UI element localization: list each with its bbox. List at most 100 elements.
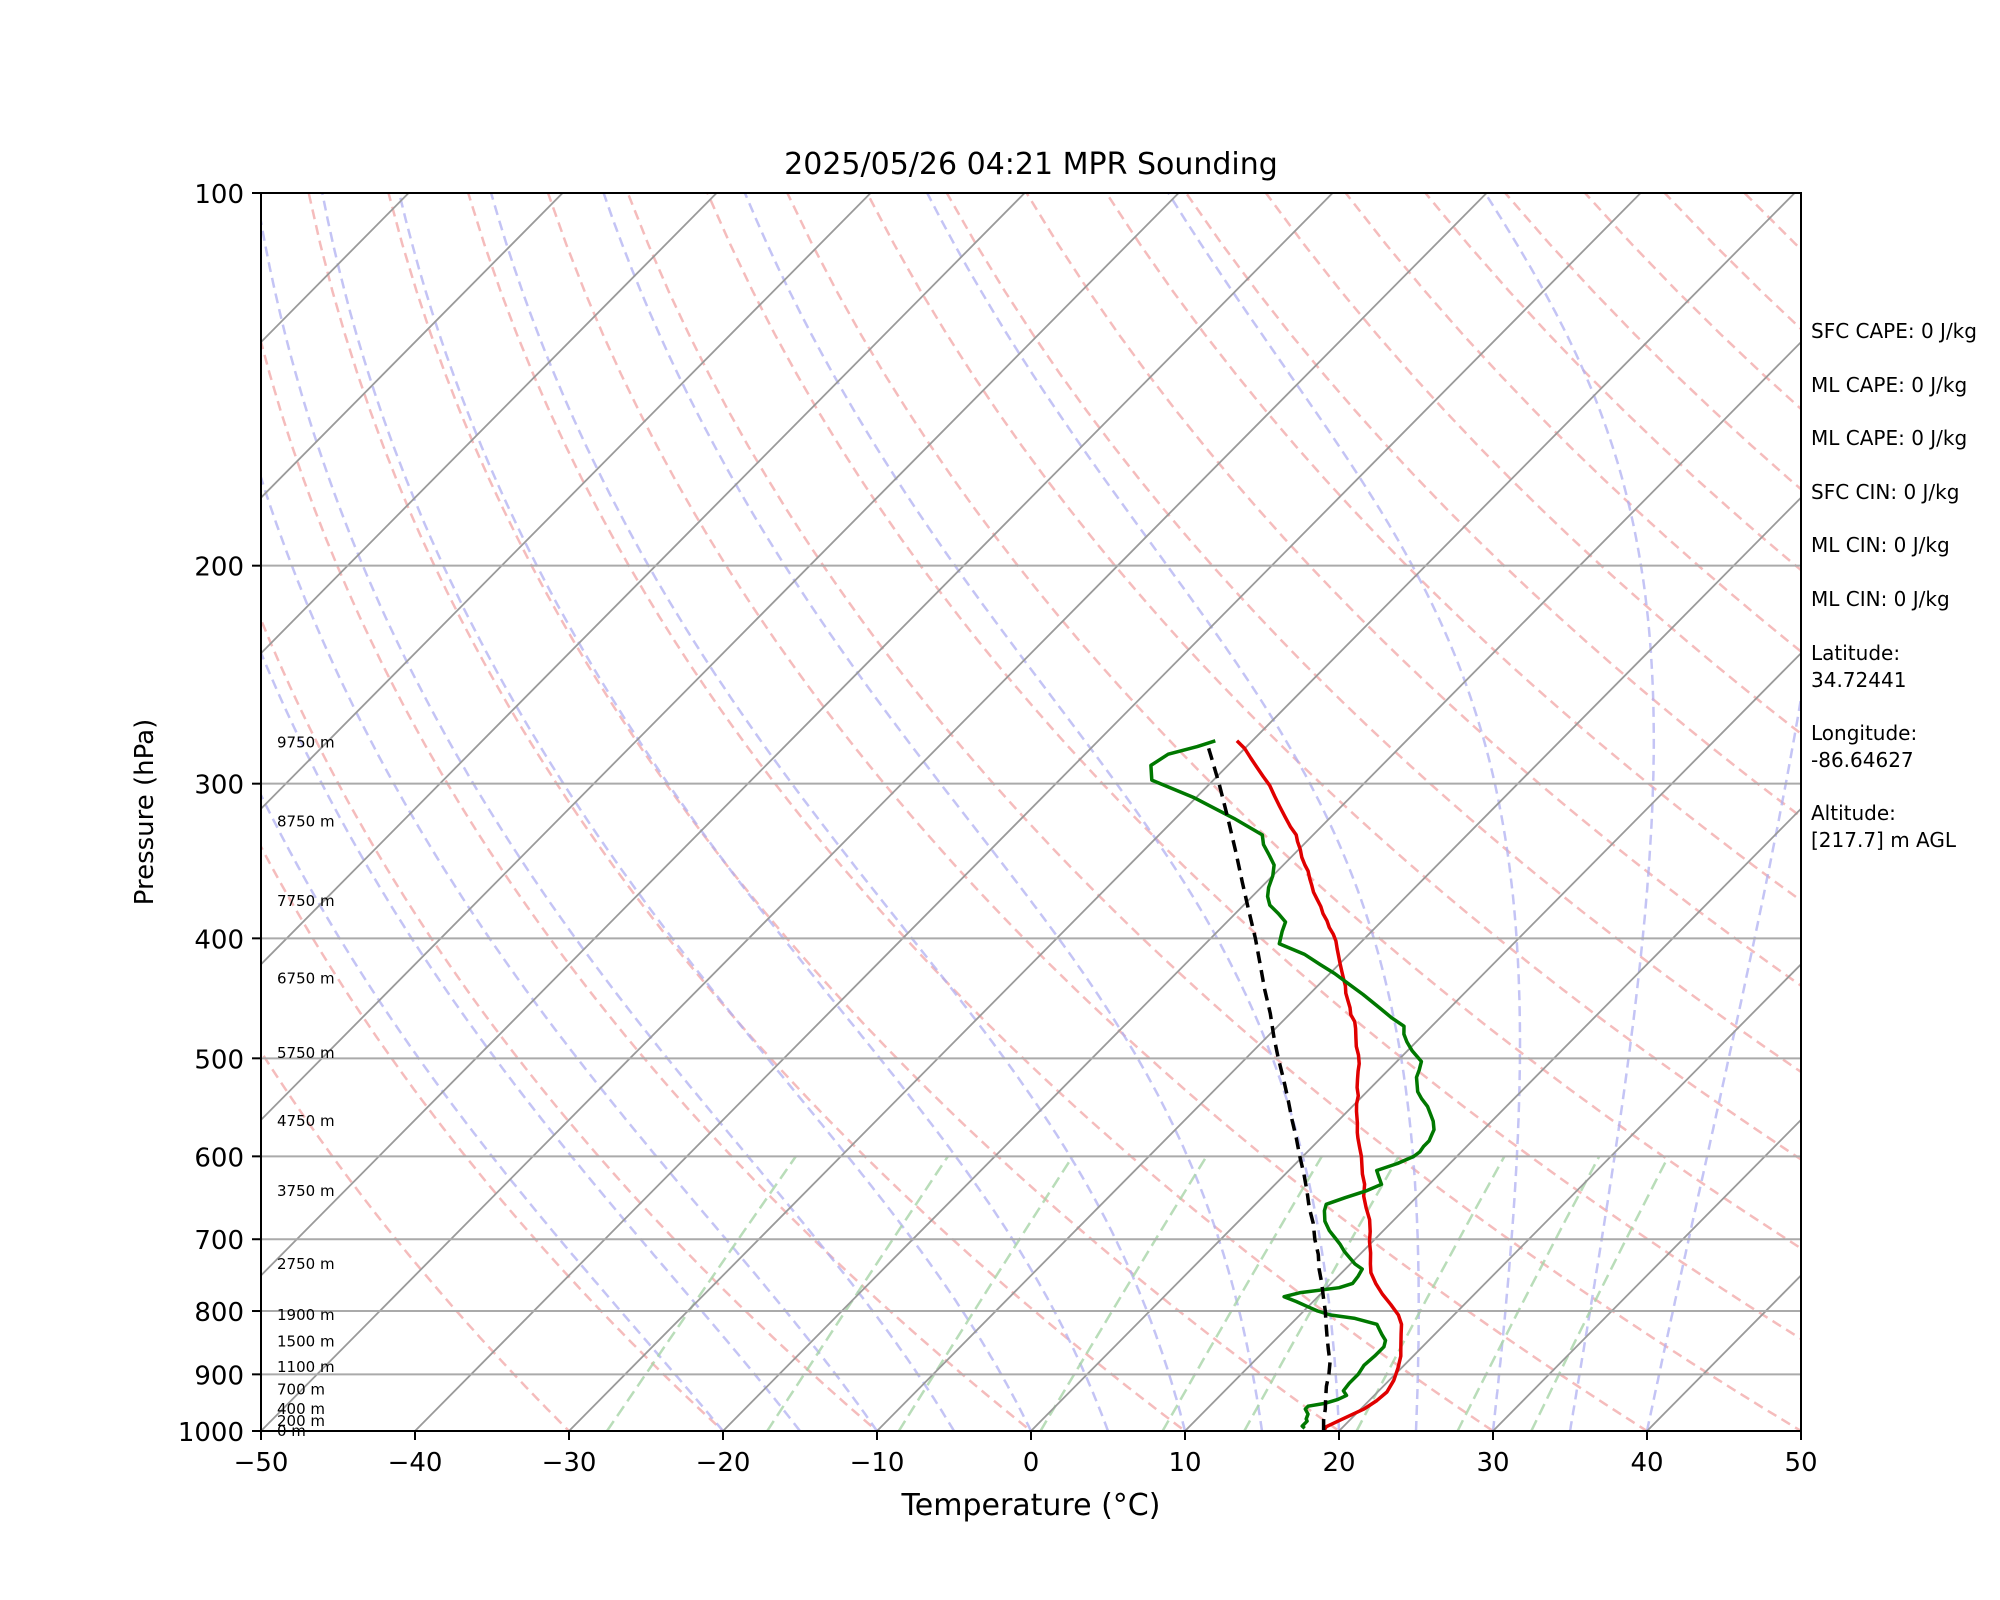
mixing-ratio-line (1039, 1155, 1208, 1431)
isotherm (261, 193, 1180, 1122)
dry-adiabat (865, 193, 1801, 1161)
y-tick-label: 200 (194, 553, 244, 583)
isotherm (1184, 807, 1801, 1431)
sfc-cin-readout: SFC CIN: 0 J/kg (1811, 480, 1960, 504)
temperature-trace (1235, 739, 1404, 1431)
height-label: 2750 m (277, 1255, 335, 1273)
x-tick-label: −50 (234, 1448, 289, 1478)
height-label: 1900 m (277, 1306, 335, 1324)
y-tick-label: 900 (194, 1361, 244, 1391)
moist-adiabat (926, 193, 1420, 1431)
x-tick-label: −20 (696, 1448, 751, 1478)
x-tick-label: 40 (1630, 1448, 1663, 1478)
altitude-value: [217.7] m AGL (1811, 828, 1957, 852)
moist-adiabat (602, 193, 1264, 1431)
altitude-readout: Altitude: [217.7] m AGL (1811, 800, 1956, 854)
dry-adiabat (1185, 193, 1801, 819)
x-axis-label: Temperature (°C) (901, 1488, 1161, 1523)
longitude-label: Longitude: (1811, 721, 1918, 745)
moist-adiabat (1645, 691, 1801, 1431)
moist-adiabat (489, 193, 1187, 1431)
isotherm (568, 193, 1796, 1431)
isotherm (261, 193, 564, 499)
height-label: 5750 m (277, 1044, 335, 1062)
dry-adiabat (1105, 193, 1801, 903)
isotherm (261, 193, 1026, 966)
dewpoint-trace (1149, 739, 1436, 1430)
height-label: 6750 m (277, 969, 335, 987)
dry-adiabat (546, 193, 1650, 1431)
latitude-value: 34.72441 (1811, 668, 1907, 692)
x-tick-label: −40 (388, 1448, 443, 1478)
height-label: 700 m (277, 1381, 325, 1399)
dry-adiabat (626, 193, 1801, 1431)
mixing-ratio-line (766, 1155, 949, 1431)
x-tick-label: 0 (1023, 1448, 1040, 1478)
isotherm (1492, 1118, 1801, 1431)
dry-adiabat (261, 844, 725, 1431)
moist-adiabat (261, 649, 801, 1431)
moist-adiabat (321, 193, 1033, 1431)
y-tick-label: 300 (194, 771, 244, 801)
moist-adiabat (261, 214, 956, 1431)
ml-cin-readout-2: ML CIN: 0 J/kg (1811, 587, 1950, 611)
y-tick-label: 700 (194, 1226, 244, 1256)
y-tick-label: 100 (194, 180, 244, 210)
height-label: 0 m (277, 1422, 306, 1440)
y-tick-label: 400 (194, 925, 244, 955)
isotherm (1338, 963, 1801, 1431)
isotherm (414, 193, 1642, 1431)
dry-adiabat (261, 337, 1034, 1431)
y-tick-label: 600 (194, 1143, 244, 1173)
isotherm (261, 193, 872, 811)
sfc-cape-readout: SFC CAPE: 0 J/kg (1811, 319, 1977, 343)
height-label: 4750 m (277, 1112, 335, 1130)
moist-adiabat (261, 792, 724, 1431)
dry-adiabat (945, 193, 1801, 1074)
x-tick-label: −30 (542, 1448, 597, 1478)
y-tick-label: 1000 (178, 1418, 244, 1448)
x-tick-label: 50 (1784, 1448, 1817, 1478)
x-tick-label: 20 (1322, 1448, 1355, 1478)
dry-adiabat (307, 193, 1188, 1431)
x-tick-label: −10 (850, 1448, 905, 1478)
moist-adiabat (397, 193, 1110, 1431)
mixing-ratio-line (1161, 1155, 1323, 1431)
y-axis-label: Pressure (hPa) (130, 719, 160, 906)
ml-cape-readout: ML CAPE: 0 J/kg (1811, 373, 1968, 397)
isotherm (1030, 651, 1801, 1431)
dry-adiabat (387, 193, 1342, 1431)
height-label: 7750 m (277, 892, 335, 910)
moist-adiabat (743, 193, 1341, 1431)
height-label: 200 m (277, 1412, 325, 1430)
ml-cin-readout: ML CIN: 0 J/kg (1811, 533, 1950, 557)
moist-adiabat (1484, 193, 1656, 1431)
height-label: 8750 m (277, 813, 335, 831)
mixing-ratio-line (897, 1155, 1074, 1431)
parcel-trace (1206, 746, 1332, 1431)
sounding-traces (1149, 739, 1436, 1431)
longitude-readout: Longitude: -86.64627 (1811, 720, 1917, 774)
x-tick-label: 10 (1168, 1448, 1201, 1478)
isotherm (0, 193, 101, 1431)
height-label: 1500 m (277, 1333, 335, 1351)
moist-adiabat (261, 473, 879, 1431)
latitude-readout: Latitude: 34.72441 (1811, 640, 1906, 694)
ml-cape-readout-2: ML CAPE: 0 J/kg (1811, 426, 1968, 450)
dry-adiabat (467, 193, 1496, 1431)
chart-title: 2025/05/26 04:21 MPR Sounding (784, 147, 1278, 182)
isotherm (261, 193, 1488, 1431)
dry-adiabat (706, 193, 1801, 1341)
isotherm (261, 193, 718, 655)
isotherm (876, 496, 1801, 1431)
mixing-ratio-line (1530, 1155, 1670, 1431)
height-label: 3750 m (277, 1182, 335, 1200)
y-tick-label: 500 (194, 1045, 244, 1075)
latitude-label: Latitude: (1811, 641, 1901, 665)
x-axis-ticks: −50 −40 −30 −20 −10 0 10 20 30 40 50 (234, 1431, 1818, 1478)
x-tick-label: 30 (1476, 1448, 1509, 1478)
isotherm (261, 193, 1334, 1277)
isotherm (722, 340, 1801, 1431)
